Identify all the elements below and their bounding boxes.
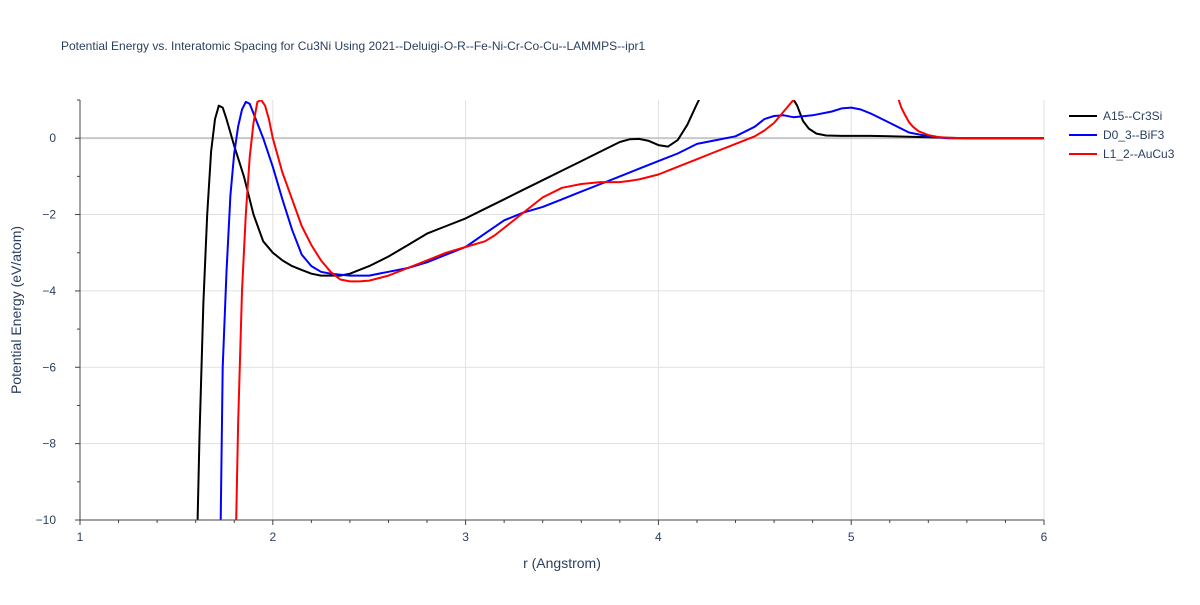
y-tick-label: 0 bbox=[49, 131, 56, 145]
legend-item[interactable]: A15--Cr3Si bbox=[1069, 109, 1162, 123]
legend-label: L1_2--AuCu3 bbox=[1103, 147, 1175, 161]
axis-layer: 1 2 3 4 5 6 −10 −8 −6 −4 −2 0 bbox=[36, 99, 1048, 544]
x-tick-label: 3 bbox=[462, 530, 469, 544]
x-tick-label: 2 bbox=[269, 530, 276, 544]
y-axis-label: Potential Energy (eV/atom) bbox=[8, 226, 24, 394]
series-layer bbox=[196, 100, 1044, 520]
series-line-l1-2-aucu3 bbox=[235, 100, 796, 520]
y-tick-label: −8 bbox=[42, 437, 56, 451]
y-tick-label: −6 bbox=[42, 360, 56, 374]
x-tick-label: 4 bbox=[655, 530, 662, 544]
y-tick-label: −4 bbox=[42, 284, 56, 298]
legend[interactable]: A15--Cr3Si D0_3--BiF3 L1_2--AuCu3 bbox=[1069, 109, 1175, 161]
series-line-a15-cr3si bbox=[196, 100, 701, 520]
legend-label: D0_3--BiF3 bbox=[1103, 128, 1165, 142]
y-tick-label: −2 bbox=[42, 208, 56, 222]
series-line-l1-2-aucu3 bbox=[897, 100, 1044, 140]
series-line-a15-cr3si bbox=[792, 100, 1044, 140]
series-line-d0-3-bif3 bbox=[219, 100, 1044, 520]
x-tick-label: 5 bbox=[848, 530, 855, 544]
legend-item[interactable]: D0_3--BiF3 bbox=[1069, 128, 1165, 142]
legend-item[interactable]: L1_2--AuCu3 bbox=[1069, 147, 1175, 161]
y-tick-label: −10 bbox=[36, 513, 57, 527]
x-tick-label: 6 bbox=[1041, 530, 1048, 544]
x-tick-label: 1 bbox=[77, 530, 84, 544]
legend-label: A15--Cr3Si bbox=[1103, 109, 1162, 123]
chart-title: Potential Energy vs. Interatomic Spacing… bbox=[61, 39, 645, 53]
x-axis-label: r (Angstrom) bbox=[523, 555, 601, 571]
